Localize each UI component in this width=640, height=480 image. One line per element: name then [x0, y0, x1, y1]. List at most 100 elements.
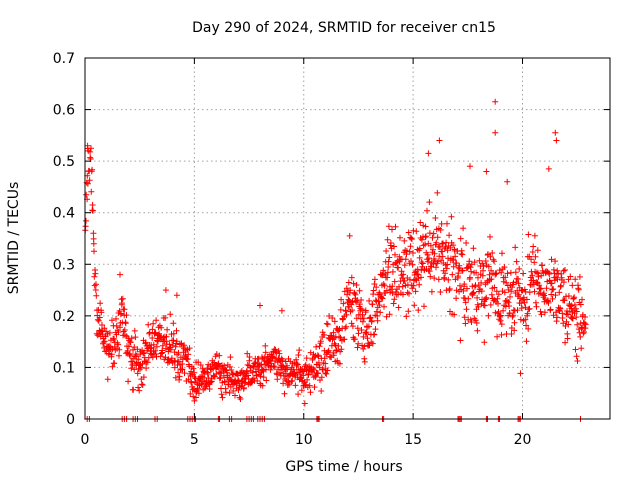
data-point: [90, 230, 97, 237]
data-point: [168, 355, 175, 362]
data-point: [216, 352, 223, 359]
data-point: [269, 354, 276, 361]
data-point: [573, 308, 580, 315]
data-point: [186, 363, 193, 370]
data-point: [119, 300, 125, 307]
data-point: [381, 282, 388, 289]
data-point: [434, 234, 441, 241]
data-point: [417, 219, 424, 226]
data-point: [240, 384, 247, 391]
data-point: [311, 384, 318, 391]
data-point: [523, 322, 530, 329]
data-point: [144, 359, 151, 366]
data-point: [142, 339, 149, 346]
data-point: [222, 389, 229, 396]
data-point: [545, 299, 552, 306]
data-point: [197, 362, 204, 368]
data-point: [84, 180, 91, 187]
data-point: [399, 283, 406, 290]
data-point: [483, 168, 490, 175]
data-point: [146, 330, 153, 337]
data-point: [227, 354, 234, 361]
data-point: [546, 271, 553, 277]
data-point: [512, 244, 519, 251]
data-point: [552, 292, 559, 299]
axes: [84, 57, 611, 420]
data-point: [468, 268, 475, 275]
data-point: [552, 258, 559, 265]
data-point: [459, 267, 466, 274]
data-point: [406, 290, 412, 297]
data-point: [467, 264, 474, 271]
data-point: [391, 278, 398, 285]
data-point: [343, 323, 350, 330]
data-point: [226, 389, 233, 396]
data-point: [557, 305, 564, 312]
data-point: [298, 387, 305, 394]
data-point: [356, 301, 363, 308]
data-point: [361, 358, 368, 365]
data-point: [181, 370, 188, 377]
data-point: [384, 274, 391, 281]
data-point: [311, 367, 318, 373]
data-point: [179, 361, 186, 367]
data-point: [368, 317, 375, 324]
data-point: [343, 311, 350, 318]
data-point: [355, 340, 362, 347]
y-tick-label: 0.4: [53, 206, 75, 222]
data-point: [259, 382, 266, 389]
data-point: [413, 228, 420, 235]
data-point: [249, 369, 256, 376]
data-point: [549, 286, 556, 293]
data-point: [86, 177, 93, 184]
data-point: [515, 280, 522, 287]
data-point: [175, 358, 182, 365]
data-point: [158, 324, 165, 331]
data-point: [172, 374, 179, 381]
data-point: [562, 267, 568, 273]
data-point: [408, 236, 415, 243]
data-point: [550, 286, 557, 293]
data-point: [389, 226, 395, 233]
data-point: [541, 309, 548, 316]
data-point: [425, 255, 432, 262]
data-point: [457, 337, 464, 344]
data-point: [495, 291, 502, 298]
data-point: [510, 312, 517, 319]
data-point: [293, 360, 300, 367]
data-point: [375, 298, 382, 305]
data-point: [571, 294, 578, 301]
data-point: [330, 329, 337, 336]
data-point: [462, 299, 469, 306]
data-point: [470, 290, 476, 297]
data-point: [495, 300, 501, 307]
data-point: [324, 321, 331, 328]
data-point: [374, 317, 381, 324]
data-point: [245, 372, 251, 379]
data-point: [159, 349, 166, 356]
data-point: [574, 358, 581, 364]
data-point: [115, 329, 122, 336]
data-point: [572, 276, 579, 283]
data-point: [492, 129, 499, 136]
data-point: [306, 382, 313, 389]
data-point: [452, 253, 459, 260]
data-point: [398, 268, 405, 275]
data-point: [103, 328, 110, 335]
data-point: [268, 360, 274, 367]
data-point: [453, 260, 460, 267]
data-point: [490, 256, 497, 263]
data-point: [354, 344, 361, 351]
data-point: [478, 279, 485, 286]
data-point: [340, 300, 347, 307]
data-point: [323, 320, 330, 327]
data-point: [569, 315, 576, 322]
data-point: [537, 308, 544, 315]
data-point: [537, 285, 544, 292]
data-point: [517, 370, 524, 377]
data-point: [135, 384, 142, 391]
data-point: [431, 250, 438, 257]
data-point: [101, 338, 108, 345]
data-point: [91, 273, 98, 280]
data-point: [495, 308, 502, 315]
